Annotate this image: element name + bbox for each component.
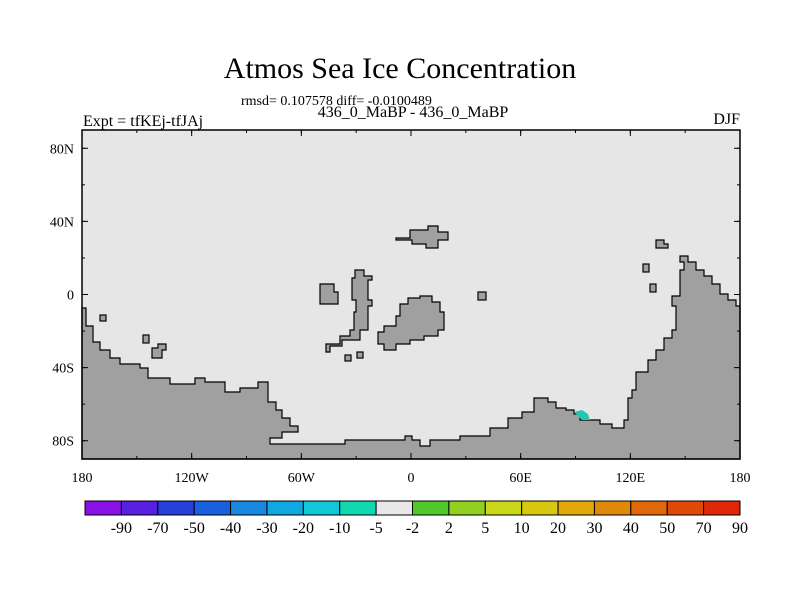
colorbar-swatch — [375, 500, 414, 516]
colorbar-swatch — [557, 500, 595, 516]
colorbar-label: -30 — [256, 520, 277, 537]
colorbar-swatch — [193, 500, 232, 516]
land-central-3 — [377, 295, 445, 351]
lat-tick-label: 40N — [50, 215, 74, 230]
land-islet-2 — [142, 334, 150, 344]
stats-text: rmsd= 0.107578 diff= -0.0100489 — [241, 94, 432, 109]
land-central-1 — [319, 283, 339, 305]
colorbar-label: 90 — [732, 520, 748, 537]
land-islet-5 — [356, 351, 364, 359]
colorbar-swatch — [666, 500, 705, 516]
season-label: DJF — [713, 111, 740, 128]
lon-tick-label: 180 — [730, 471, 751, 486]
land-islet-6 — [477, 291, 487, 301]
colorbar-label: -70 — [147, 520, 168, 537]
colorbar-label: -10 — [329, 520, 350, 537]
lon-tick-label: 120E — [616, 471, 646, 486]
lon-tick-label: 180 — [72, 471, 93, 486]
lon-tick-label: 60E — [509, 471, 532, 486]
land-southern — [81, 255, 741, 460]
colorbar-swatch — [703, 500, 741, 516]
land-islet-4 — [344, 354, 352, 362]
lat-tick-label: 80N — [50, 142, 74, 157]
land-islet-1 — [99, 314, 107, 322]
colorbar-swatch — [339, 500, 377, 516]
colorbar-label: -40 — [220, 520, 241, 537]
land-islet-8 — [649, 283, 657, 293]
sea-ice-anomaly-patch — [574, 410, 590, 420]
colorbar-label: 2 — [445, 520, 453, 537]
colorbar-swatch — [484, 500, 523, 516]
land-islet-7 — [642, 263, 650, 273]
colorbar-swatch — [120, 500, 159, 516]
colorbar-swatch — [630, 500, 668, 516]
colorbar-label: -2 — [406, 520, 419, 537]
land-islet-3 — [151, 343, 167, 359]
colorbar-swatch — [448, 500, 486, 516]
lat-tick-label: 40S — [52, 362, 74, 377]
colorbar-label: 10 — [514, 520, 530, 537]
colorbar-label: -50 — [184, 520, 205, 537]
map-ticks: 180 120W 60W 0 60E 120E 180 80N 40N 0 40S 80S — [50, 130, 751, 486]
land-islet-9 — [655, 239, 669, 249]
colorbar-label: 70 — [696, 520, 712, 537]
colorbar-swatch — [302, 500, 341, 516]
colorbar-swatch — [157, 500, 195, 516]
lon-tick-label: 60W — [288, 471, 316, 486]
colorbar: -90 -70 -50 -40 -30 -20 -10 -5 -2 2 5 10 20 30 40 50 70 9… — [84, 500, 748, 537]
colorbar-label: 30 — [586, 520, 602, 537]
colorbar-label: -90 — [111, 520, 132, 537]
lon-tick-label: 120W — [175, 471, 210, 486]
lat-tick-label: 0 — [67, 289, 74, 304]
colorbar-swatch — [84, 500, 122, 516]
map-title: Atmos Sea Ice Concentration — [223, 52, 577, 85]
colorbar-label: 5 — [481, 520, 489, 537]
colorbar-label: 50 — [659, 520, 675, 537]
land-northern — [395, 225, 449, 249]
lon-tick-label: 0 — [408, 471, 415, 486]
colorbar-swatch — [521, 500, 559, 516]
experiment-label: Expt = tfKEj-tfJAj — [83, 113, 204, 130]
colorbar-label: -20 — [293, 520, 314, 537]
colorbar-label: -5 — [369, 520, 382, 537]
colorbar-label: 20 — [550, 520, 566, 537]
lat-tick-label: 80S — [52, 435, 74, 450]
colorbar-swatch — [593, 500, 632, 516]
colorbar-swatch — [412, 500, 450, 516]
colorbar-swatch — [230, 500, 268, 516]
land-central-2 — [325, 269, 373, 353]
colorbar-swatch — [266, 500, 304, 516]
map-subtitle: 436_0_MaBP - 436_0_MaBP — [317, 104, 509, 121]
land-masses — [81, 225, 741, 460]
colorbar-label: 40 — [623, 520, 639, 537]
